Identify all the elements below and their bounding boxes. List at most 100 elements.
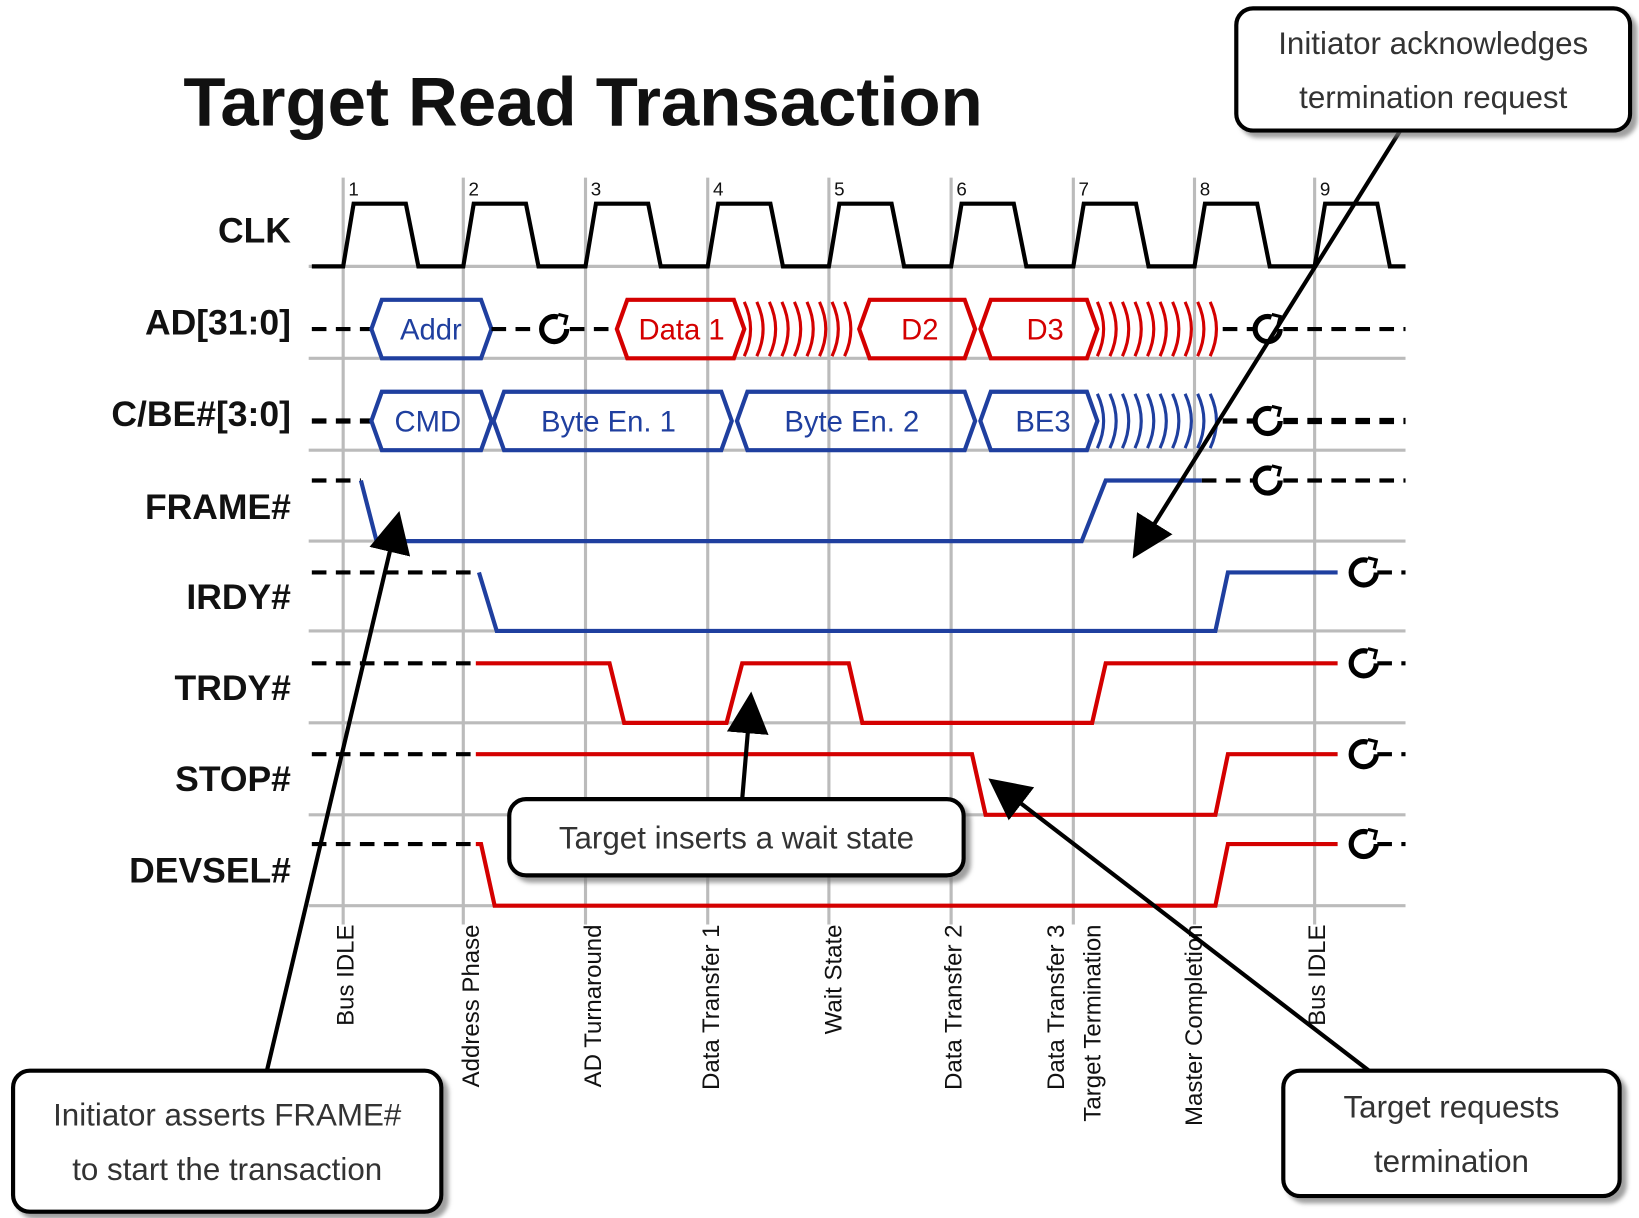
callouts: Initiator acknowledges termination reques… bbox=[10, 6, 1633, 1214]
turnaround-symbol bbox=[1252, 405, 1283, 437]
wait-chevron bbox=[1121, 393, 1131, 449]
labels: 1 2 3 4 5 6 7 8 9 CLK AD[31:0] C/BE#[3:0] FRAME# IRDY… bbox=[111, 178, 1331, 1126]
phase-label: AD Turnaround bbox=[580, 924, 607, 1087]
stop-wave bbox=[475, 752, 1338, 817]
signal-name: TRDY# bbox=[175, 668, 292, 708]
callout-text: termination bbox=[1374, 1144, 1529, 1179]
turnaround-arrow bbox=[1367, 647, 1379, 660]
bus-segment bbox=[614, 297, 747, 361]
wait-chevron bbox=[805, 301, 815, 357]
phase-label: Bus IDLE bbox=[1304, 924, 1331, 1025]
devsel-wave bbox=[475, 841, 1338, 908]
wait-chevron bbox=[843, 301, 853, 357]
segment-label: Byte En. 1 bbox=[541, 406, 676, 438]
callout-arrow bbox=[1132, 129, 1403, 559]
wait-chevron bbox=[1208, 301, 1219, 357]
turnaround-arrow bbox=[1271, 464, 1283, 477]
segment-label: D2 bbox=[901, 314, 938, 346]
signal-name: DEVSEL# bbox=[129, 851, 291, 891]
segment-label: Byte En. 2 bbox=[784, 406, 919, 438]
clock-number: 4 bbox=[713, 178, 723, 199]
turnaround-arrow bbox=[1367, 556, 1379, 569]
wait-chevron bbox=[1171, 301, 1181, 357]
wait-chevron bbox=[1133, 393, 1143, 449]
phase-label: Address Phase bbox=[458, 924, 485, 1087]
wait-chevron bbox=[1108, 393, 1118, 449]
turnaround-arrow bbox=[1367, 827, 1379, 841]
wait-chevron bbox=[1171, 393, 1181, 449]
irdy-wave bbox=[476, 570, 1338, 634]
wait-chevron bbox=[780, 301, 790, 357]
segment-label: CMD bbox=[394, 406, 461, 438]
clock-number: 1 bbox=[348, 178, 358, 199]
wait-chevron bbox=[1108, 301, 1118, 357]
segment-label: Addr bbox=[400, 314, 462, 346]
wait-chevron bbox=[1158, 393, 1168, 449]
bus-segment bbox=[734, 389, 978, 453]
bus-segment bbox=[491, 389, 734, 453]
callout-arrow bbox=[264, 511, 411, 1072]
wait-chevron bbox=[1095, 393, 1106, 449]
wait-chevron bbox=[830, 301, 840, 357]
phase-label: Target Termination bbox=[1079, 924, 1106, 1121]
wait-chevron bbox=[1196, 393, 1206, 449]
signal-name: FRAME# bbox=[145, 487, 291, 527]
turnaround-arrow bbox=[557, 312, 569, 326]
phase-label: Data Transfer 1 bbox=[698, 924, 725, 1090]
wait-chevron bbox=[1183, 301, 1193, 357]
signal-name: CLK bbox=[218, 210, 291, 250]
wait-chevron bbox=[767, 301, 778, 357]
title: Target Read Transaction bbox=[183, 63, 982, 140]
signal-name: AD[31:0] bbox=[145, 302, 291, 342]
wait-chevron bbox=[1095, 301, 1106, 357]
callout-text: to start the transaction bbox=[72, 1152, 382, 1187]
clock-number: 8 bbox=[1200, 178, 1210, 199]
clock-wave bbox=[311, 201, 1406, 269]
turnaround-symbol bbox=[1348, 648, 1379, 679]
wait-chevron bbox=[1196, 301, 1206, 357]
wait-chevron bbox=[793, 301, 803, 357]
phase-label: Data Transfer 2 bbox=[941, 924, 968, 1090]
callout-text: termination request bbox=[1299, 80, 1567, 115]
turnaround-symbol bbox=[1348, 739, 1379, 770]
callout-box bbox=[507, 797, 966, 878]
phase-label: Bus IDLE bbox=[333, 924, 360, 1025]
callout-box bbox=[10, 1068, 444, 1214]
clock-number: 9 bbox=[1320, 178, 1330, 199]
turnaround-symbol bbox=[1252, 465, 1283, 496]
wait-chevron bbox=[1146, 301, 1156, 357]
waveforms bbox=[311, 201, 1406, 908]
callout-arrow bbox=[988, 778, 1371, 1073]
phase-label: Data Transfer 3 bbox=[1043, 924, 1070, 1090]
signal-name: STOP# bbox=[175, 759, 291, 799]
wait-chevron bbox=[742, 301, 753, 357]
callout-text: Initiator asserts FRAME# bbox=[53, 1098, 402, 1133]
callout-arrow bbox=[726, 691, 769, 800]
signal-name: IRDY# bbox=[186, 577, 291, 617]
callout-text: Target inserts a wait state bbox=[559, 821, 914, 856]
callout-box bbox=[1234, 6, 1633, 133]
clock-number: 2 bbox=[469, 178, 479, 199]
clock-number: 6 bbox=[956, 178, 966, 199]
turnaround-symbol bbox=[539, 313, 570, 345]
wait-chevron bbox=[1183, 393, 1193, 449]
wait-chevron bbox=[755, 301, 765, 357]
phase-label: Wait State bbox=[820, 924, 847, 1034]
callout-box bbox=[1281, 1068, 1622, 1199]
wait-chevron bbox=[1158, 301, 1168, 357]
clock-number: 5 bbox=[834, 178, 844, 199]
frame-wave bbox=[358, 478, 1202, 544]
signal-name: C/BE#[3:0] bbox=[111, 394, 291, 434]
bus-segment bbox=[978, 297, 1100, 361]
bus-segment bbox=[978, 389, 1100, 453]
clock-number: 3 bbox=[591, 178, 601, 199]
turnaround-symbol bbox=[1348, 828, 1379, 860]
wait-chevron bbox=[1208, 393, 1219, 449]
wait-chevron bbox=[818, 301, 828, 357]
callout-text: Initiator acknowledges bbox=[1278, 26, 1588, 61]
turnaround-arrow bbox=[1271, 404, 1283, 418]
wait-chevron bbox=[1133, 301, 1143, 357]
turnaround-symbol bbox=[1348, 557, 1379, 588]
wait-chevron bbox=[1121, 301, 1131, 357]
